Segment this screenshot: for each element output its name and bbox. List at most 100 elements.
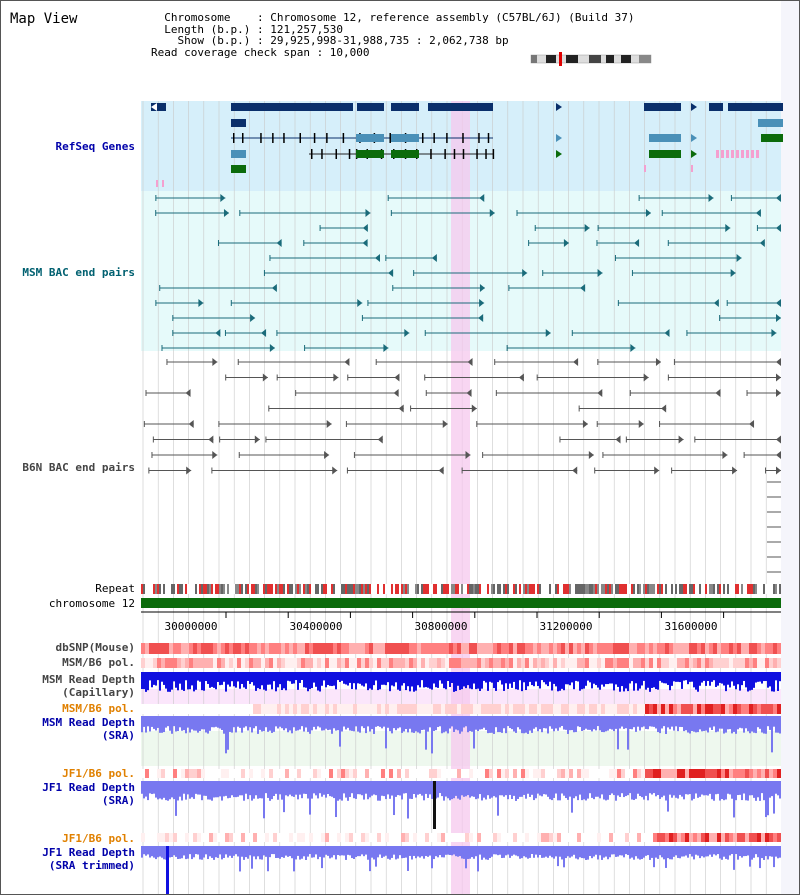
bac-arrow	[584, 224, 590, 232]
exon	[492, 149, 495, 159]
bac-arrow	[261, 329, 267, 337]
bac-arrow	[383, 344, 389, 352]
bac-arrow	[212, 358, 218, 366]
chromosome-ideogram[interactable]	[530, 52, 652, 66]
selected-region-highlight	[451, 101, 470, 894]
exon	[299, 133, 301, 143]
bac-arrow	[478, 314, 484, 322]
label-jf1-read-depth-sra-2: (SRA)	[102, 794, 135, 807]
bac-arrow	[362, 239, 368, 247]
axis-tick-label: 30000000	[165, 620, 218, 633]
refseq-genes[interactable]	[151, 103, 783, 187]
bac-arrow	[276, 239, 282, 247]
bac-arrow	[479, 284, 485, 292]
gene-mark	[721, 150, 724, 158]
bac-arrow	[572, 466, 578, 475]
bac-arrow	[254, 435, 260, 444]
exon	[311, 149, 313, 159]
label-jf1-read-depth-sra-1: JF1 Read Depth	[42, 781, 135, 794]
bac-arrow	[715, 389, 721, 397]
exon	[478, 133, 480, 143]
bac-arrow	[522, 269, 528, 277]
b6n-bac-end-pairs[interactable]	[143, 358, 781, 573]
label-repeat: Repeat	[95, 582, 135, 595]
gene-block	[391, 150, 419, 158]
jf1-read-depth-trimmed-track	[141, 846, 781, 894]
gene-block	[231, 103, 353, 111]
gene-block	[761, 134, 783, 142]
bac-arrow	[377, 435, 383, 444]
exon	[444, 149, 446, 159]
bac-arrow	[393, 389, 399, 397]
exon	[476, 149, 478, 159]
repeat-track	[141, 584, 781, 594]
label-chromosome: chromosome 12	[49, 597, 135, 610]
bac-arrow	[442, 420, 448, 428]
bac-arrow	[713, 299, 719, 307]
bac-arrow	[643, 373, 649, 382]
chromosome-bar	[141, 598, 781, 608]
msm-bac-end-pairs[interactable]	[155, 194, 781, 352]
bac-arrow	[597, 269, 603, 277]
gene-block	[644, 103, 681, 111]
label-jf1-read-depth-trim-1: JF1 Read Depth	[42, 846, 135, 859]
exon	[326, 133, 328, 143]
bac-arrow	[212, 451, 218, 459]
bac-arrow	[394, 373, 400, 382]
gene-mark	[716, 150, 719, 158]
gene-block	[649, 150, 681, 158]
bac-arrow	[438, 466, 444, 475]
bac-arrow	[185, 389, 191, 397]
label-msm-b6-pol-2: MSM/B6 pol.	[62, 702, 135, 715]
bac-arrow	[404, 329, 410, 337]
bac-arrow	[755, 209, 761, 217]
bac-arrow	[776, 314, 781, 322]
bac-arrow	[776, 194, 781, 202]
bac-arrow	[271, 284, 277, 292]
gene-mark	[731, 150, 734, 158]
bac-arrow	[580, 284, 586, 292]
exon	[342, 133, 345, 143]
bac-arrow	[198, 299, 204, 307]
gene-arrow	[556, 134, 562, 142]
bac-arrow	[722, 451, 728, 459]
bac-arrow	[324, 451, 330, 459]
bac-arrow	[375, 254, 381, 262]
gene-block	[357, 103, 384, 111]
axis-ticks: 30000000 30400000 30800000 31200000 31600000	[165, 612, 725, 633]
exon	[446, 133, 448, 143]
axis-tick-label: 30800000	[415, 620, 468, 633]
bac-arrow	[518, 373, 524, 382]
exon	[485, 149, 487, 159]
msm-b6-pol-track	[141, 658, 781, 668]
gene-arrow	[691, 103, 697, 111]
jf1-read-depth-sra-track	[141, 781, 781, 829]
jf1-b6-pol-track	[141, 769, 781, 778]
bac-arrow	[188, 420, 194, 428]
read-coverage-info: Read coverage check span : 10,000	[151, 45, 370, 59]
bac-arrow	[661, 404, 667, 413]
gene-mark	[741, 150, 744, 158]
bac-arrow	[215, 329, 221, 337]
label-msm-read-depth-sra-2: (SRA)	[102, 729, 135, 742]
label-msm-b6-pol: MSM/B6 pol.	[62, 656, 135, 669]
gene-block	[356, 150, 384, 158]
gene-mark	[736, 150, 739, 158]
gene-block	[356, 134, 384, 142]
exon	[313, 133, 316, 143]
exon	[487, 133, 490, 143]
bac-arrow	[730, 269, 736, 277]
exon	[421, 133, 424, 143]
gene-arrow	[691, 150, 697, 158]
gene-block	[728, 103, 783, 111]
gene-mark	[751, 150, 754, 158]
label-jf1-b6-pol-2: JF1/B6 pol.	[62, 832, 135, 845]
region-info: Chromosome : Chromosome 12, reference as…	[151, 12, 634, 58]
bac-arrow	[465, 451, 471, 459]
gene-arrow	[691, 134, 697, 142]
bac-arrow	[326, 420, 332, 428]
bac-arrow	[582, 420, 588, 428]
bac-arrow	[208, 435, 214, 444]
bac-arrow	[588, 451, 594, 459]
